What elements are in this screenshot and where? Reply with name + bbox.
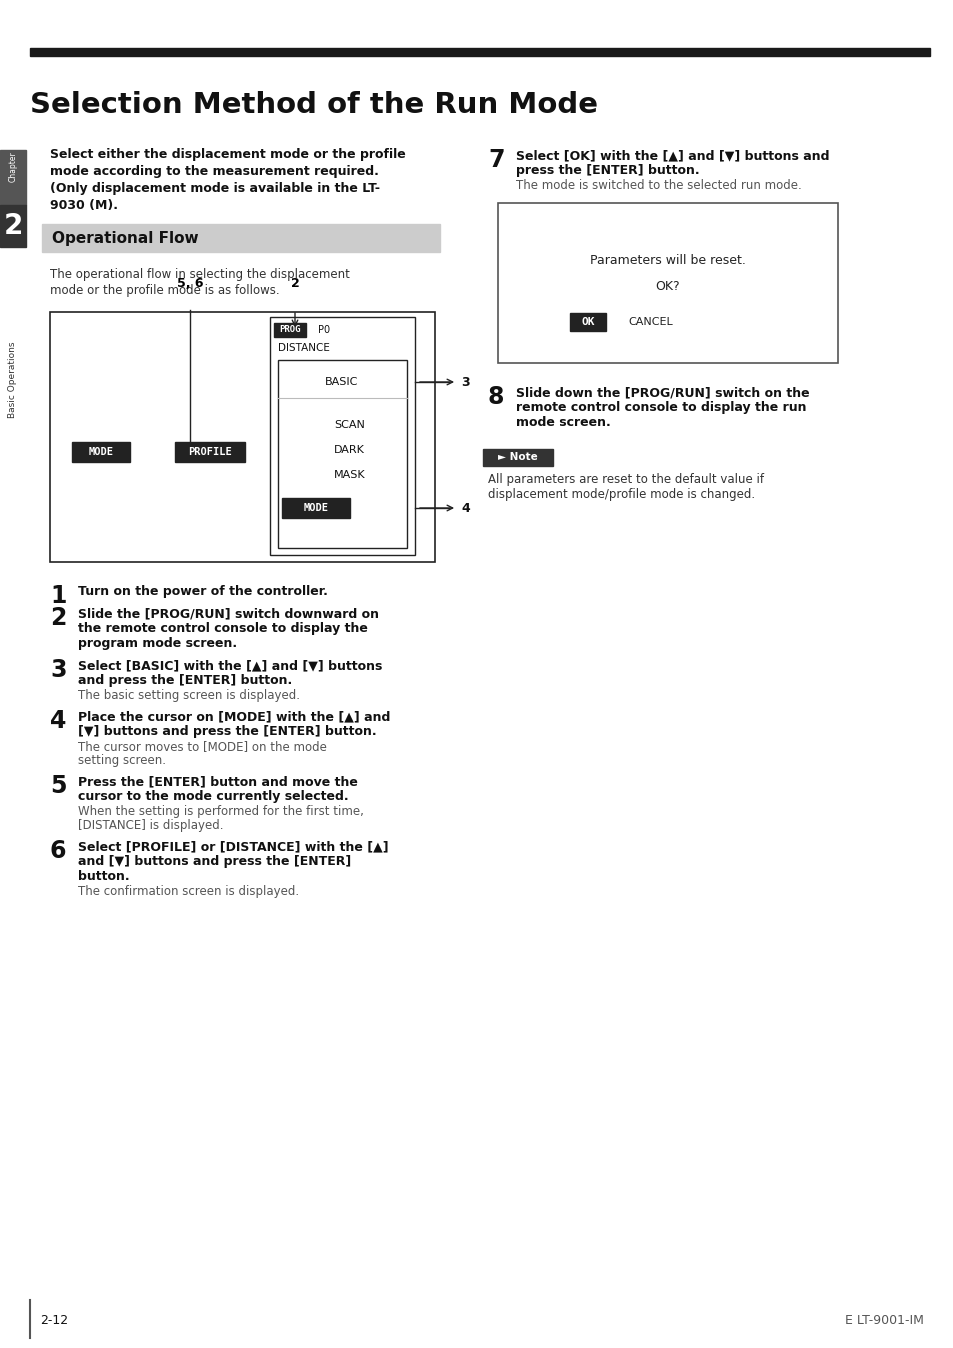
Text: and press the [ENTER] button.: and press the [ENTER] button.	[78, 674, 292, 687]
Text: DISTANCE: DISTANCE	[277, 342, 330, 353]
Text: MODE: MODE	[303, 503, 328, 514]
Text: remote control console to display the run: remote control console to display the ru…	[516, 400, 805, 414]
Bar	[274, 324, 306, 337]
Text: The operational flow in selecting the displacement: The operational flow in selecting the di…	[50, 268, 350, 280]
Bar	[30, 49, 929, 57]
Text: DARK: DARK	[334, 445, 364, 456]
Text: MASK: MASK	[334, 470, 365, 480]
Text: Selection Method of the Run Mode: Selection Method of the Run Mode	[30, 92, 598, 119]
Bar	[482, 449, 553, 466]
Text: [▼] buttons and press the [ENTER] button.: [▼] buttons and press the [ENTER] button…	[78, 725, 376, 737]
Text: Turn on the power of the controller.: Turn on the power of the controller.	[78, 585, 328, 599]
Text: program mode screen.: program mode screen.	[78, 638, 237, 650]
Text: 9030 (M).: 9030 (M).	[50, 200, 118, 212]
Text: The basic setting screen is displayed.: The basic setting screen is displayed.	[78, 689, 299, 702]
Text: PROG: PROG	[279, 325, 300, 334]
Text: SCAN: SCAN	[334, 421, 364, 430]
Text: Select [BASIC] with the [▲] and [▼] buttons: Select [BASIC] with the [▲] and [▼] butt…	[78, 659, 382, 673]
Bar	[277, 360, 407, 549]
Text: and [▼] buttons and press the [ENTER]: and [▼] buttons and press the [ENTER]	[78, 855, 351, 868]
Text: [DISTANCE] is displayed.: [DISTANCE] is displayed.	[78, 820, 223, 832]
Text: mode according to the measurement required.: mode according to the measurement requir…	[50, 164, 378, 178]
Bar	[282, 497, 350, 518]
Text: (Only displacement mode is available in the LT-: (Only displacement mode is available in …	[50, 182, 379, 195]
Text: When the setting is performed for the first time,: When the setting is performed for the fi…	[78, 805, 363, 818]
Text: The mode is switched to the selected run mode.: The mode is switched to the selected run…	[516, 179, 801, 191]
Text: 2: 2	[291, 276, 299, 290]
Text: 8: 8	[488, 386, 504, 408]
Bar	[42, 224, 439, 252]
Text: 4: 4	[460, 501, 469, 515]
Text: cursor to the mode currently selected.: cursor to the mode currently selected.	[78, 790, 348, 803]
Text: Slide down the [PROG/RUN] switch on the: Slide down the [PROG/RUN] switch on the	[516, 386, 809, 399]
Text: OK?: OK?	[655, 280, 679, 294]
Text: button.: button.	[78, 869, 130, 883]
Text: Select [OK] with the [▲] and [▼] buttons and: Select [OK] with the [▲] and [▼] buttons…	[516, 150, 828, 162]
Text: The confirmation screen is displayed.: The confirmation screen is displayed.	[78, 886, 299, 898]
Text: setting screen.: setting screen.	[78, 754, 166, 767]
Text: 3: 3	[460, 376, 469, 388]
Text: 3: 3	[50, 658, 67, 682]
Text: 2: 2	[50, 607, 67, 630]
Text: P0: P0	[317, 325, 330, 336]
Text: 5: 5	[50, 774, 67, 798]
Text: BASIC: BASIC	[325, 377, 358, 387]
Text: Basic Operations: Basic Operations	[9, 342, 17, 418]
Text: 1: 1	[50, 584, 67, 608]
Bar	[50, 311, 435, 562]
Text: Press the [ENTER] button and move the: Press the [ENTER] button and move the	[78, 775, 357, 789]
Text: 2-12: 2-12	[40, 1313, 68, 1326]
Text: E LT-9001-IM: E LT-9001-IM	[844, 1313, 923, 1326]
Text: Chapter: Chapter	[9, 151, 17, 182]
Text: 6: 6	[50, 838, 67, 863]
Text: Select either the displacement mode or the profile: Select either the displacement mode or t…	[50, 148, 405, 160]
Text: ► Note: ► Note	[497, 453, 537, 462]
Text: Select [PROFILE] or [DISTANCE] with the [▲]: Select [PROFILE] or [DISTANCE] with the …	[78, 840, 388, 853]
Text: CANCEL: CANCEL	[627, 317, 672, 328]
Bar	[270, 317, 415, 555]
Text: Slide the [PROG/RUN] switch downward on: Slide the [PROG/RUN] switch downward on	[78, 607, 378, 620]
Text: 7: 7	[488, 148, 504, 173]
Text: Operational Flow: Operational Flow	[52, 231, 198, 245]
Bar	[497, 204, 837, 363]
Text: 4: 4	[50, 709, 67, 733]
Text: 2: 2	[3, 212, 23, 240]
Text: 5, 6: 5, 6	[176, 276, 203, 290]
Text: OK: OK	[580, 317, 594, 328]
Bar	[71, 442, 130, 462]
Text: Parameters will be reset.: Parameters will be reset.	[590, 255, 745, 267]
Text: MODE: MODE	[89, 448, 113, 457]
Bar	[0, 150, 26, 205]
Text: mode or the profile mode is as follows.: mode or the profile mode is as follows.	[50, 284, 279, 297]
Text: PROFILE: PROFILE	[188, 448, 232, 457]
Text: mode screen.: mode screen.	[516, 417, 610, 429]
Text: press the [ENTER] button.: press the [ENTER] button.	[516, 164, 699, 177]
Text: Place the cursor on [MODE] with the [▲] and: Place the cursor on [MODE] with the [▲] …	[78, 710, 390, 723]
Text: All parameters are reset to the default value if: All parameters are reset to the default …	[488, 473, 763, 487]
Text: displacement mode/profile mode is changed.: displacement mode/profile mode is change…	[488, 488, 755, 501]
Bar	[174, 442, 245, 462]
Text: The cursor moves to [MODE] on the mode: The cursor moves to [MODE] on the mode	[78, 740, 327, 754]
Bar	[0, 205, 26, 247]
Text: the remote control console to display the: the remote control console to display th…	[78, 621, 368, 635]
Bar	[569, 313, 605, 332]
